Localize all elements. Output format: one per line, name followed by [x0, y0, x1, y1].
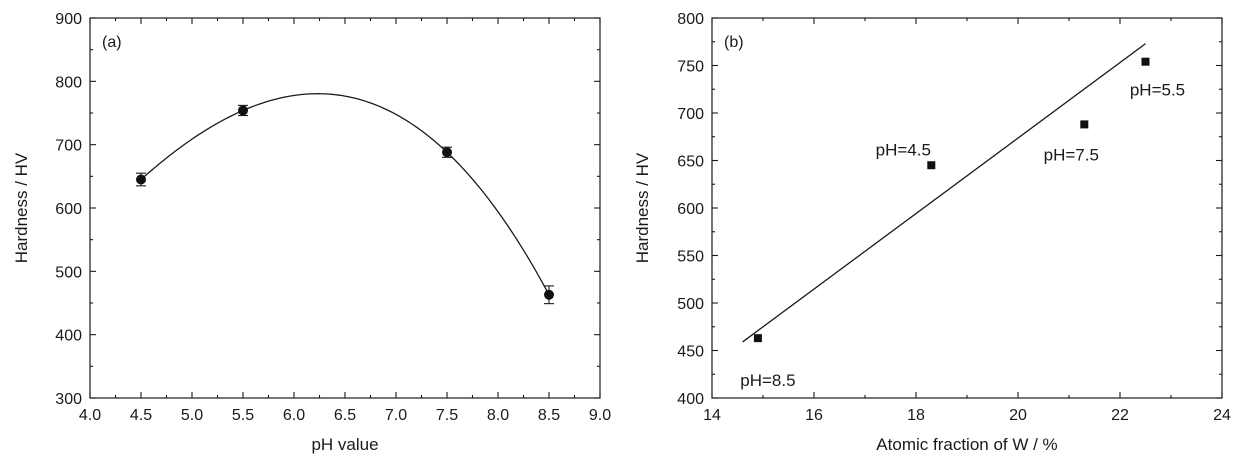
panel-a-y-tick-label: 900: [55, 11, 82, 28]
panel-b-x-tick-label: 22: [1111, 407, 1129, 424]
panel-b-y-tick-label: 700: [677, 106, 704, 123]
panel-a-plot-frame: [89, 17, 601, 399]
panel-a-x-tick-label: 9.0: [589, 407, 611, 424]
panel-b-point-label: pH=4.5: [876, 140, 931, 159]
panel-a-hardness-vs-ph: (a) pH value Hardness / HV 4.0 4.5 5.0 5.5 6…: [12, 11, 611, 454]
panel-a-label: (a): [102, 34, 122, 51]
panel-b-y-tick-label: 750: [677, 59, 704, 76]
panel-a-x-tick-label: 8.0: [487, 407, 509, 424]
panel-b-data-point: [927, 161, 936, 170]
panel-b-y-tick-label: 500: [677, 296, 704, 313]
panel-a-y-tick-label: 600: [55, 201, 82, 218]
panel-b-point-label: pH=5.5: [1130, 81, 1185, 100]
panel-b-x-tick-label: 18: [907, 407, 925, 424]
panel-b-y-tick-label: 800: [677, 11, 704, 28]
panel-a-fit-curve: [140, 93, 550, 296]
panel-b-x-axis-title: Atomic fraction of W / %: [876, 435, 1057, 454]
panel-a-data-point: [544, 289, 554, 300]
panel-b-data-point: [1141, 57, 1150, 66]
panel-a-ticks: 4.0 4.5 5.0 5.5 6.0 6.5 7.0 7.5 8.0 8.5 9.0 300 400 5…: [55, 11, 611, 424]
panel-a-x-tick-label: 7.5: [436, 407, 458, 424]
panel-a-x-tick-label: 6.5: [334, 407, 356, 424]
panel-b-point-label: pH=8.5: [740, 371, 795, 390]
panel-b-data-point: [1080, 120, 1089, 129]
panel-b-ticks: 14 16 18 20 22 24 400 450 500 550 600 650 700 750 800: [677, 11, 1231, 424]
panel-a-data-point: [136, 174, 146, 185]
panel-a-x-tick-label: 4.0: [79, 407, 101, 424]
panel-b-y-tick-label: 600: [677, 201, 704, 218]
panel-a-data: [136, 93, 554, 305]
panel-a-y-tick-label: 300: [55, 391, 82, 408]
panel-a-x-tick-label: 5.0: [181, 407, 203, 424]
panel-b-data-point: [753, 334, 762, 343]
panel-b-y-tick-label: 400: [677, 391, 704, 408]
panel-b-data: pH=8.5 pH=4.5 pH=7.5 pH=5.5: [740, 43, 1185, 390]
panel-a-x-axis-title: pH value: [311, 435, 378, 454]
panel-a-x-tick-label: 7.0: [385, 407, 407, 424]
panel-a-x-tick-label: 8.5: [538, 407, 560, 424]
panel-b-x-tick-label: 16: [805, 407, 823, 424]
panel-b-x-tick-label: 24: [1213, 407, 1231, 424]
panel-a-data-point: [238, 105, 248, 116]
panel-b-y-tick-label: 650: [677, 154, 704, 171]
panel-a-y-tick-label: 800: [55, 74, 82, 91]
panel-a-x-tick-label: 5.5: [232, 407, 254, 424]
panel-b-y-tick-label: 450: [677, 344, 704, 361]
panel-a-y-tick-label: 700: [55, 138, 82, 155]
panel-b-label: (b): [724, 34, 744, 51]
panel-a-x-tick-label: 4.5: [130, 407, 152, 424]
panel-b-y-tick-label: 550: [677, 249, 704, 266]
panel-b-trend-line: [742, 43, 1146, 343]
panel-b-point-label: pH=7.5: [1044, 145, 1099, 164]
panel-a-y-tick-label: 500: [55, 264, 82, 281]
panel-a-y-axis-title: Hardness / HV: [12, 152, 31, 263]
panel-b-plot-frame: [711, 17, 1223, 399]
panel-b-hardness-vs-w-fraction: (b) Atomic fraction of W / % Hardness / …: [633, 11, 1231, 454]
panel-b-y-axis-title: Hardness / HV: [633, 152, 652, 263]
panel-a-x-tick-label: 6.0: [283, 407, 305, 424]
panel-a-data-point: [442, 147, 452, 158]
panel-a-y-tick-label: 400: [55, 328, 82, 345]
panel-b-x-tick-label: 20: [1009, 407, 1027, 424]
panel-b-x-tick-label: 14: [703, 407, 721, 424]
